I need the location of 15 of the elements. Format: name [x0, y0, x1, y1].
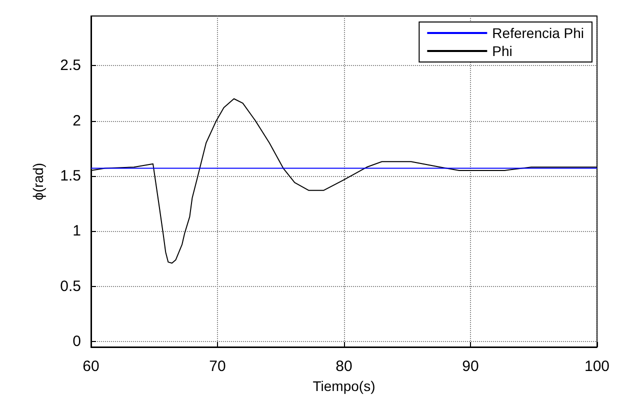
- x-axis-title: Tiempo(s): [312, 378, 376, 394]
- y-tick-label: 0: [72, 332, 81, 350]
- legend-label: Phi: [492, 43, 512, 59]
- y-tick-label: 1.5: [60, 167, 81, 184]
- x-tick-label: 80: [336, 358, 352, 375]
- x-tick-label: 70: [209, 358, 226, 375]
- y-tick-label: 0.5: [60, 278, 81, 295]
- y-axis-title: ϕ(rad): [30, 162, 46, 200]
- y-tick-label: 2.5: [60, 57, 81, 74]
- x-tick-label: 90: [462, 358, 479, 375]
- x-tick-label: 60: [82, 358, 100, 375]
- x-tick-label: 100: [584, 358, 610, 375]
- y-tick-label: 2: [72, 112, 81, 130]
- y-tick-label: 1: [72, 222, 81, 240]
- legend-label: Referencia Phi: [492, 25, 584, 41]
